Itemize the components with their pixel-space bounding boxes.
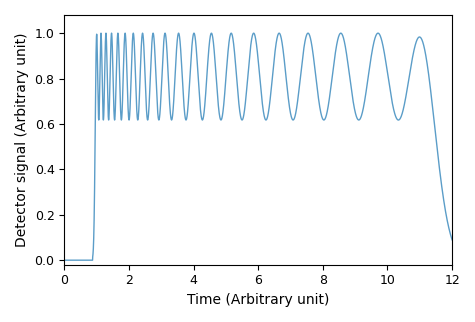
X-axis label: Time (Arbitrary unit): Time (Arbitrary unit) xyxy=(187,293,329,307)
Y-axis label: Detector signal (Arbitrary unit): Detector signal (Arbitrary unit) xyxy=(15,33,29,247)
